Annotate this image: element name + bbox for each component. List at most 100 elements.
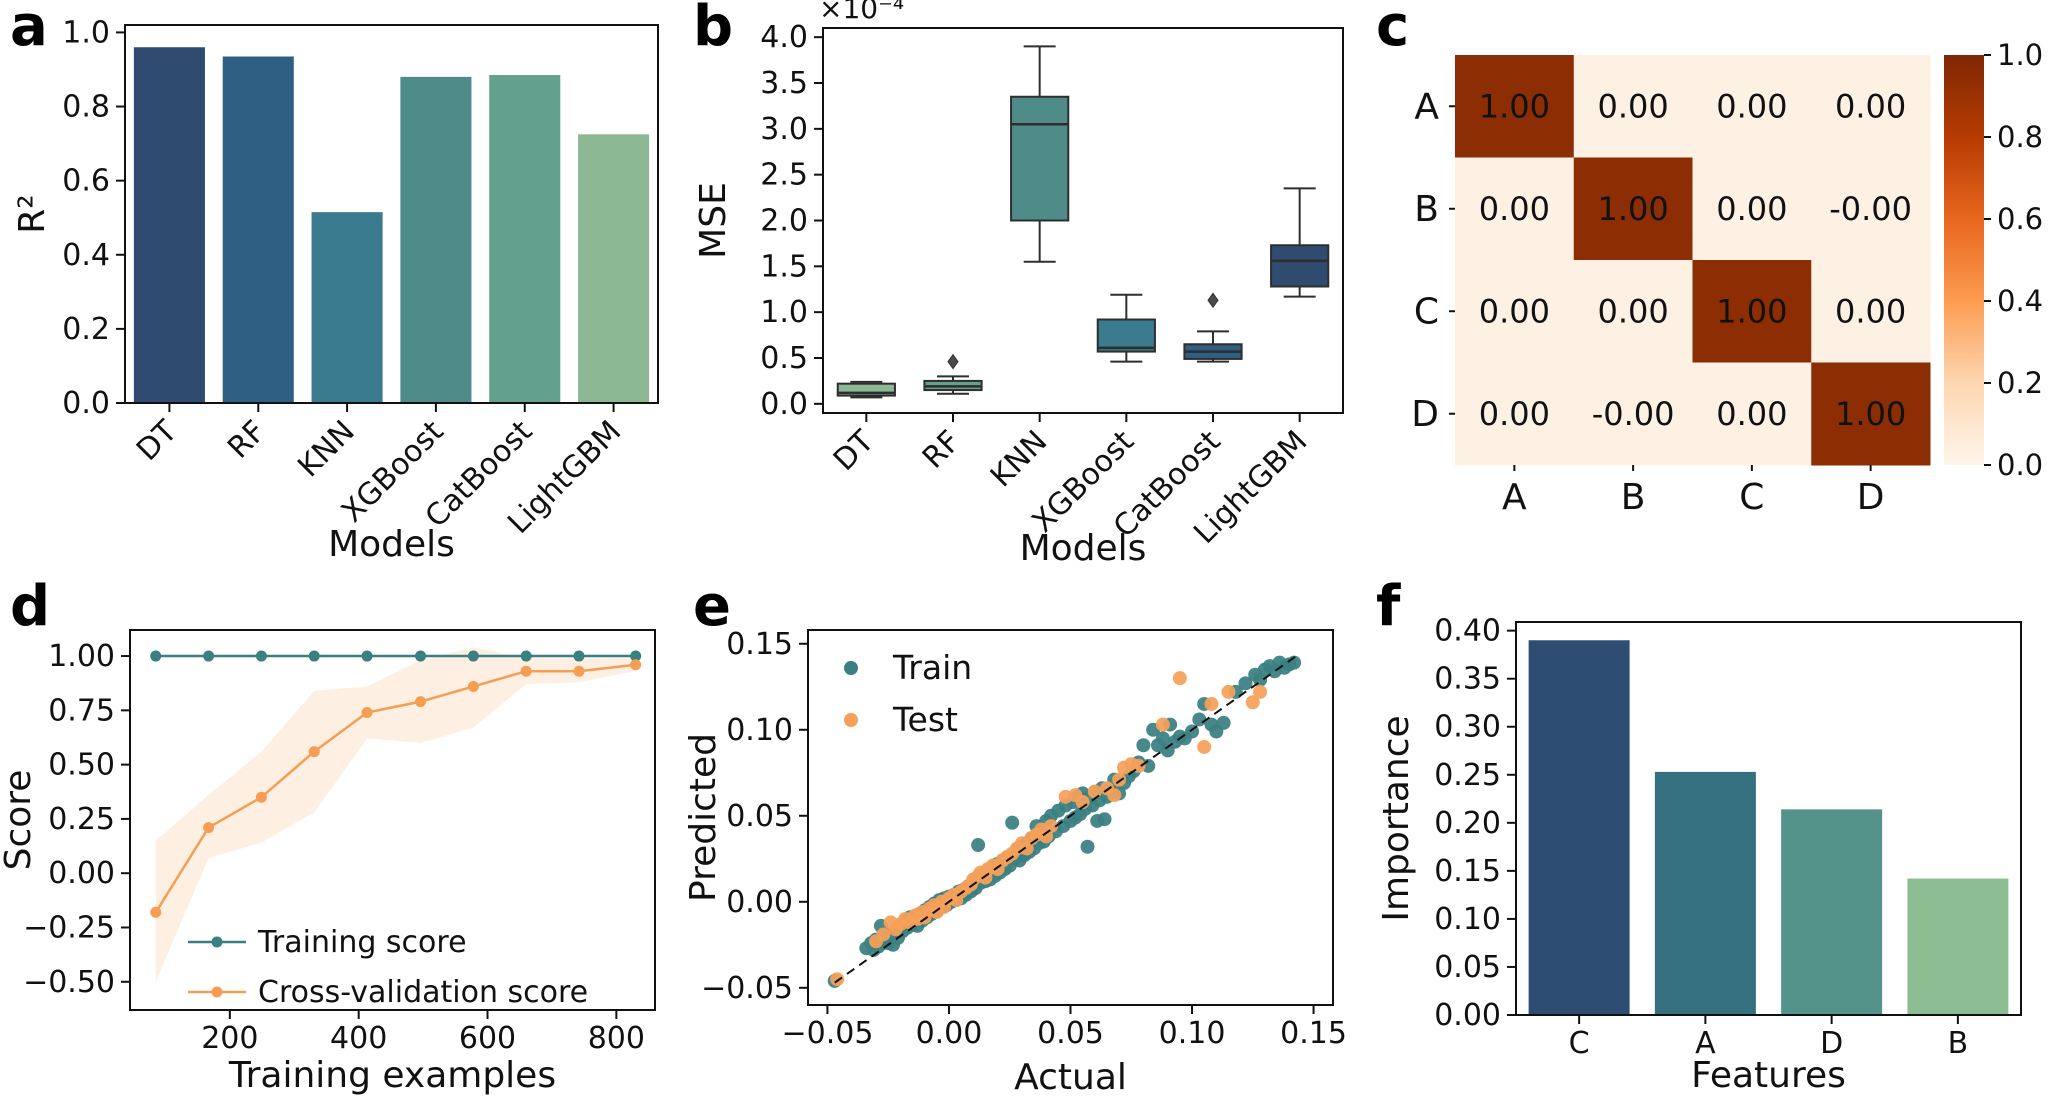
svg-text:0.50: 0.50 bbox=[48, 748, 115, 783]
svg-text:0.00: 0.00 bbox=[1479, 292, 1550, 330]
svg-text:0.6: 0.6 bbox=[62, 164, 110, 199]
chart-f-svg: 0.00 0.05 0.10 0.15 0.20 0.25 0.30 0.35 0.40 C A D B… bbox=[1376, 614, 2022, 1096]
svg-text:0.00: 0.00 bbox=[726, 885, 793, 920]
svg-text:1.00: 1.00 bbox=[1835, 395, 1906, 433]
panel-e: e −0.05 0.00 0.05 0.10 0.15 −0.05 0.00 0.05 0.10… bbox=[683, 576, 1366, 1102]
svg-text:R²: R² bbox=[12, 194, 53, 233]
panel-a: a 0.0 0.2 0.4 0.6 0.8 1.0 DT RF KNN XGBoost CatBoo… bbox=[0, 0, 683, 580]
svg-text:0.05: 0.05 bbox=[1037, 1016, 1104, 1051]
svg-text:0.0: 0.0 bbox=[62, 386, 110, 421]
svg-text:0.6: 0.6 bbox=[1997, 202, 2043, 236]
panel-letter-c: c bbox=[1376, 0, 1410, 59]
svg-text:D: D bbox=[1820, 1026, 1843, 1061]
svg-text:1.0: 1.0 bbox=[760, 295, 808, 330]
svg-text:0.2: 0.2 bbox=[1997, 366, 2043, 400]
svg-text:Training examples: Training examples bbox=[228, 1055, 556, 1096]
svg-text:0.8: 0.8 bbox=[1997, 120, 2043, 154]
svg-text:×10⁻⁴: ×10⁻⁴ bbox=[819, 0, 904, 25]
svg-text:B: B bbox=[1414, 189, 1439, 230]
svg-text:3.0: 3.0 bbox=[760, 112, 808, 147]
svg-text:0.35: 0.35 bbox=[1434, 662, 1501, 697]
svg-text:C: C bbox=[1414, 291, 1439, 332]
panel-letter-d: d bbox=[10, 574, 51, 639]
svg-text:0.00: 0.00 bbox=[1479, 190, 1550, 228]
svg-text:RF: RF bbox=[221, 414, 273, 466]
svg-text:800: 800 bbox=[588, 1021, 645, 1056]
svg-text:DT: DT bbox=[827, 423, 882, 478]
svg-text:Models: Models bbox=[328, 524, 455, 565]
svg-text:1.00: 1.00 bbox=[1598, 190, 1669, 228]
chart-d-svg: −0.50 −0.25 0.00 0.25 0.50 0.75 1.00 200 400 600 8… bbox=[0, 629, 656, 1096]
svg-text:0.75: 0.75 bbox=[48, 693, 115, 728]
svg-text:1.00: 1.00 bbox=[1479, 87, 1550, 125]
panel-f: f 0.00 0.05 0.10 0.15 0.20 0.25 0.30 0.35 0.40 C A… bbox=[1366, 576, 2048, 1102]
svg-text:1.00: 1.00 bbox=[1716, 292, 1787, 330]
svg-text:0.00: 0.00 bbox=[1835, 87, 1906, 125]
svg-text:Models: Models bbox=[1020, 528, 1147, 569]
svg-text:1.0: 1.0 bbox=[62, 15, 110, 50]
svg-text:−0.05: −0.05 bbox=[701, 971, 793, 1006]
svg-text:0.00: 0.00 bbox=[48, 856, 115, 891]
svg-text:DT: DT bbox=[130, 413, 185, 468]
svg-text:0.00: 0.00 bbox=[916, 1016, 983, 1051]
svg-text:Cross-validation score: Cross-validation score bbox=[258, 975, 588, 1010]
svg-text:KNN: KNN bbox=[291, 414, 361, 484]
svg-text:0.00: 0.00 bbox=[1716, 190, 1787, 228]
chart-e-svg: −0.05 0.00 0.05 0.10 0.15 −0.05 0.00 0.05 0.10 0.… bbox=[683, 627, 1347, 1098]
svg-text:0.00: 0.00 bbox=[1479, 395, 1550, 433]
svg-text:D: D bbox=[1857, 477, 1885, 518]
svg-text:C: C bbox=[1569, 1026, 1590, 1061]
svg-text:RF: RF bbox=[916, 424, 968, 476]
svg-text:0.00: 0.00 bbox=[1598, 87, 1669, 125]
svg-text:0.05: 0.05 bbox=[1434, 950, 1501, 985]
svg-text:0.15: 0.15 bbox=[1280, 1016, 1347, 1051]
svg-text:1.0: 1.0 bbox=[1997, 38, 2043, 72]
svg-text:B: B bbox=[1948, 1026, 1969, 1061]
svg-text:0.15: 0.15 bbox=[726, 627, 793, 662]
svg-text:0.5: 0.5 bbox=[760, 341, 808, 376]
svg-text:-0.00: -0.00 bbox=[1829, 190, 1912, 228]
svg-text:MSE: MSE bbox=[693, 182, 734, 259]
svg-text:2.5: 2.5 bbox=[760, 158, 808, 193]
panel-b: b 0.0 0.5 1.0 1.5 2.0 2.5 3.0 3.5 4.0 ×10⁻⁴ DT RF KN… bbox=[683, 0, 1366, 580]
svg-text:A: A bbox=[1502, 477, 1527, 518]
svg-text:0.20: 0.20 bbox=[1434, 806, 1501, 841]
svg-text:0.00: 0.00 bbox=[1716, 87, 1787, 125]
svg-text:0.4: 0.4 bbox=[62, 238, 110, 273]
svg-text:3.5: 3.5 bbox=[760, 66, 808, 101]
chart-a-svg: 0.00.20.40.60.81.0DT RF KNNXGBoostCatBoost… bbox=[12, 15, 659, 565]
svg-text:A: A bbox=[1414, 86, 1439, 127]
svg-text:Predicted: Predicted bbox=[683, 733, 724, 902]
svg-text:4.0: 4.0 bbox=[760, 20, 808, 55]
svg-text:0.2: 0.2 bbox=[62, 312, 110, 347]
svg-text:0.10: 0.10 bbox=[726, 713, 793, 748]
svg-text:1.5: 1.5 bbox=[760, 249, 808, 284]
panel-letter-b: b bbox=[693, 0, 734, 59]
svg-text:200: 200 bbox=[201, 1021, 258, 1056]
svg-text:Score: Score bbox=[0, 770, 39, 871]
svg-text:0.0: 0.0 bbox=[760, 387, 808, 422]
panel-letter-a: a bbox=[10, 0, 48, 59]
svg-text:Training score: Training score bbox=[257, 925, 467, 960]
svg-text:2.0: 2.0 bbox=[760, 204, 808, 239]
svg-text:−0.25: −0.25 bbox=[23, 910, 115, 945]
svg-text:-0.00: -0.00 bbox=[1592, 395, 1675, 433]
panel-letter-e: e bbox=[693, 574, 731, 639]
svg-text:0.00: 0.00 bbox=[1716, 395, 1787, 433]
svg-text:0.8: 0.8 bbox=[62, 90, 110, 125]
svg-text:0.30: 0.30 bbox=[1434, 710, 1501, 745]
svg-text:0.25: 0.25 bbox=[1434, 758, 1501, 793]
svg-text:0.00: 0.00 bbox=[1434, 998, 1501, 1033]
svg-text:A: A bbox=[1695, 1026, 1716, 1061]
panel-d: d −0.50 −0.25 0.00 0.25 0.50 0.75 1.00 200 400 60… bbox=[0, 576, 683, 1102]
svg-text:0.10: 0.10 bbox=[1434, 902, 1501, 937]
panel-letter-f: f bbox=[1376, 574, 1401, 639]
svg-text:1.00: 1.00 bbox=[48, 639, 115, 674]
svg-text:0.00: 0.00 bbox=[1835, 292, 1906, 330]
svg-text:0.10: 0.10 bbox=[1159, 1016, 1226, 1051]
svg-text:−0.05: −0.05 bbox=[781, 1016, 873, 1051]
svg-text:600: 600 bbox=[459, 1021, 516, 1056]
svg-text:0.25: 0.25 bbox=[48, 802, 115, 837]
svg-text:Train: Train bbox=[892, 648, 972, 687]
